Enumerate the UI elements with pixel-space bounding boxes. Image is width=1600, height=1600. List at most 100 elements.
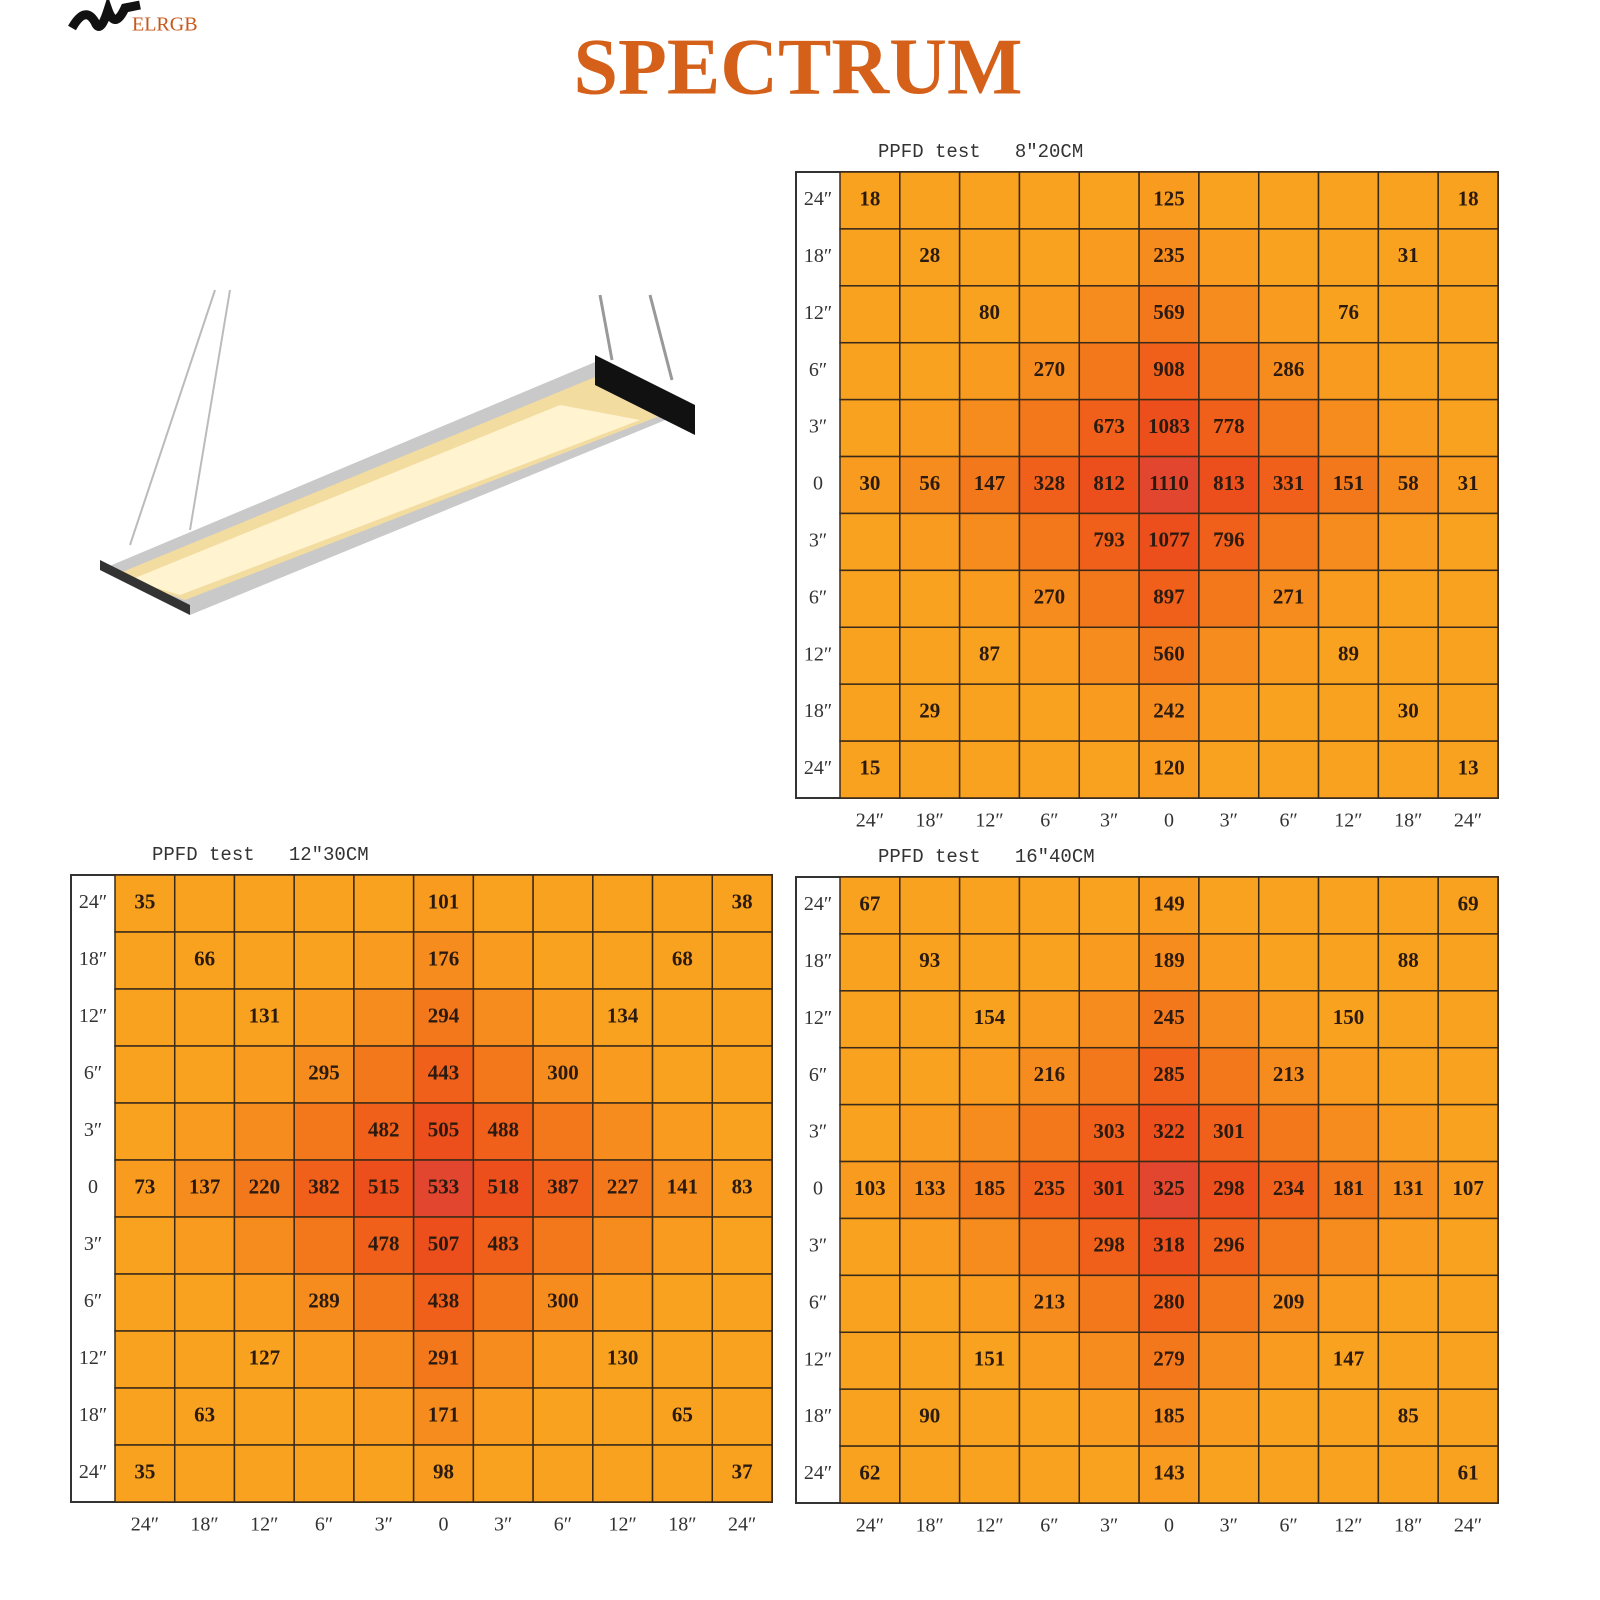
cell [1257,1103,1320,1163]
cell [532,931,594,990]
cell [899,228,961,287]
cell-value: 18 [1458,186,1479,210]
row-label: 6″ [84,1290,102,1312]
cell-value: 796 [1213,528,1245,552]
cell [1078,1331,1140,1390]
cell [1078,740,1140,799]
cell [1317,341,1380,401]
col-label: 3″ [375,1514,393,1536]
cell-value: 482 [368,1117,400,1141]
col-label: 18″ [190,1514,218,1536]
cell [1377,876,1439,935]
cell [1078,990,1140,1049]
row-label: 12″ [79,1347,107,1369]
row-label: 18″ [79,1404,107,1426]
cell-value: 58 [1398,471,1419,495]
cell [1198,683,1260,742]
cell [1138,626,1200,685]
cell [1317,1274,1380,1334]
cell-value: 130 [607,1345,639,1369]
cell [1078,1217,1140,1277]
cell [899,512,961,572]
cell [839,933,901,992]
cell [1018,1388,1081,1447]
cell [958,740,1021,799]
row-label: 0 [813,1178,823,1200]
col-label: 3″ [1100,1515,1118,1537]
cell-value: 213 [1273,1062,1305,1086]
row-label: 6″ [84,1062,102,1084]
cell [1018,1445,1081,1504]
cell [472,1216,534,1275]
cell-value: 242 [1153,698,1185,722]
cell [839,1388,901,1447]
cell [1018,1046,1081,1106]
cell-value: 141 [667,1174,699,1198]
cell [472,1330,534,1389]
cell [412,1045,475,1104]
cell [173,1159,236,1218]
cell [532,874,594,933]
cell [1138,1331,1200,1390]
cell-value: 209 [1273,1290,1305,1314]
cell [711,1045,773,1104]
cell-value: 147 [974,471,1006,495]
cell [1317,171,1380,230]
cell [958,398,1021,458]
cell [1437,1388,1499,1447]
cell [1078,512,1140,572]
cell [1377,455,1439,515]
cell [173,1273,236,1332]
cell [1198,228,1260,287]
cell [412,1387,475,1446]
col-label: 0 [439,1514,449,1536]
cell-value: 31 [1398,243,1419,267]
cell [353,874,415,933]
cell-value: 778 [1213,414,1245,438]
cell [233,1102,295,1161]
col-label: 6″ [315,1514,333,1536]
col-label: 3″ [1100,810,1118,832]
cell [412,1216,475,1275]
cell [651,1045,714,1104]
cell-value: 296 [1213,1233,1245,1257]
cell [839,1160,901,1220]
cell [114,1387,176,1446]
cell [711,988,773,1047]
cell [839,1103,901,1163]
cell [1377,1445,1439,1504]
cell-value: 151 [974,1347,1006,1371]
cell [592,1273,654,1332]
cell [173,1387,236,1446]
grid-title: PPFD test 12″30CM [152,844,369,866]
cell [899,285,961,344]
cell [1138,1445,1200,1504]
cell [1377,398,1439,458]
cell [173,1102,236,1161]
cell [1198,1388,1260,1447]
cell [1198,398,1260,458]
row-label: 12″ [804,1007,832,1029]
cell-value: 387 [547,1174,579,1198]
cell-value: 793 [1093,528,1125,552]
cell [899,1331,961,1390]
cell [472,1273,534,1332]
cell [1317,569,1380,629]
cell [651,1273,714,1332]
cell [173,931,236,990]
cell [958,455,1021,515]
cell-value: 88 [1398,948,1419,972]
cell [1257,626,1320,685]
cell [1377,228,1439,287]
cell-value: 37 [732,1459,753,1483]
cell [353,1444,415,1503]
cell [293,1273,355,1332]
cell-value: 518 [487,1174,519,1198]
cell-value: 235 [1034,1176,1066,1200]
cell [1138,455,1200,515]
cell [1018,398,1081,458]
cell-value: 382 [308,1174,340,1198]
cell [1138,683,1200,742]
cell-value: 89 [1338,642,1359,666]
cell [1198,1331,1260,1390]
